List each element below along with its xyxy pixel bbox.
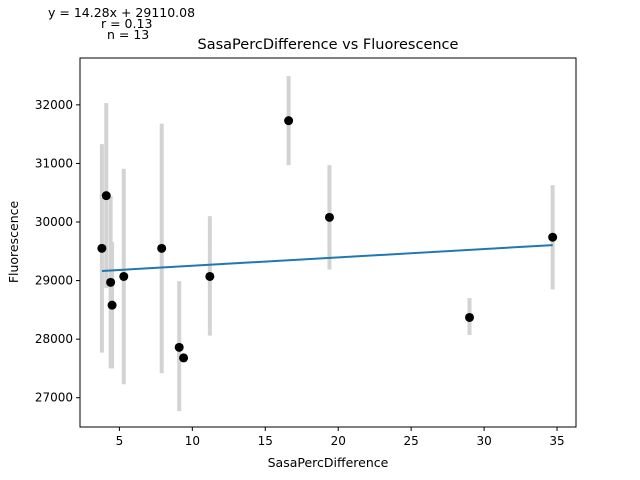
x-axis-ticks: 5 10 15 20 25 30 35 xyxy=(116,427,565,448)
data-point-7 xyxy=(174,342,184,352)
plot-content xyxy=(97,76,558,412)
y-tick-label: 29000 xyxy=(35,274,73,288)
correlation-r: r = 0.13 xyxy=(101,16,152,31)
x-tick-label: 30 xyxy=(476,434,491,448)
data-point-1 xyxy=(97,243,107,253)
sample-count-n: n = 13 xyxy=(107,27,149,42)
plot-frame xyxy=(79,57,577,428)
data-point-6 xyxy=(157,243,167,253)
data-point-9 xyxy=(205,271,215,281)
x-tick-label: 5 xyxy=(116,434,124,448)
y-tick-label: 30000 xyxy=(35,215,73,229)
regression-equation: y = 14.28x + 29110.08 xyxy=(48,5,195,20)
data-point-12 xyxy=(465,312,475,322)
data-point-3 xyxy=(106,277,116,287)
x-tick-label: 35 xyxy=(549,434,564,448)
chart-title: SasaPercDifference vs Fluorescence xyxy=(198,37,459,53)
regression-line xyxy=(101,244,553,272)
data-point-2 xyxy=(101,191,111,201)
x-tick-label: 10 xyxy=(185,434,200,448)
data-point-10 xyxy=(284,116,294,126)
y-axis-ticks: 27000 28000 29000 30000 31000 32000 xyxy=(35,98,80,405)
data-point-11 xyxy=(324,212,334,222)
y-axis-label: Fluorescence xyxy=(6,201,21,284)
y-tick-label: 32000 xyxy=(35,98,73,112)
data-point-8 xyxy=(179,353,189,363)
data-point-13 xyxy=(548,232,558,242)
x-axis-label: SasaPercDifference xyxy=(268,455,389,470)
x-tick-label: 20 xyxy=(331,434,346,448)
x-tick-label: 15 xyxy=(258,434,273,448)
y-tick-label: 28000 xyxy=(35,332,73,346)
y-tick-label: 27000 xyxy=(35,391,73,405)
data-point-4 xyxy=(107,300,117,310)
y-tick-label: 31000 xyxy=(35,156,73,170)
data-point-5 xyxy=(119,271,129,281)
x-tick-label: 25 xyxy=(404,434,419,448)
